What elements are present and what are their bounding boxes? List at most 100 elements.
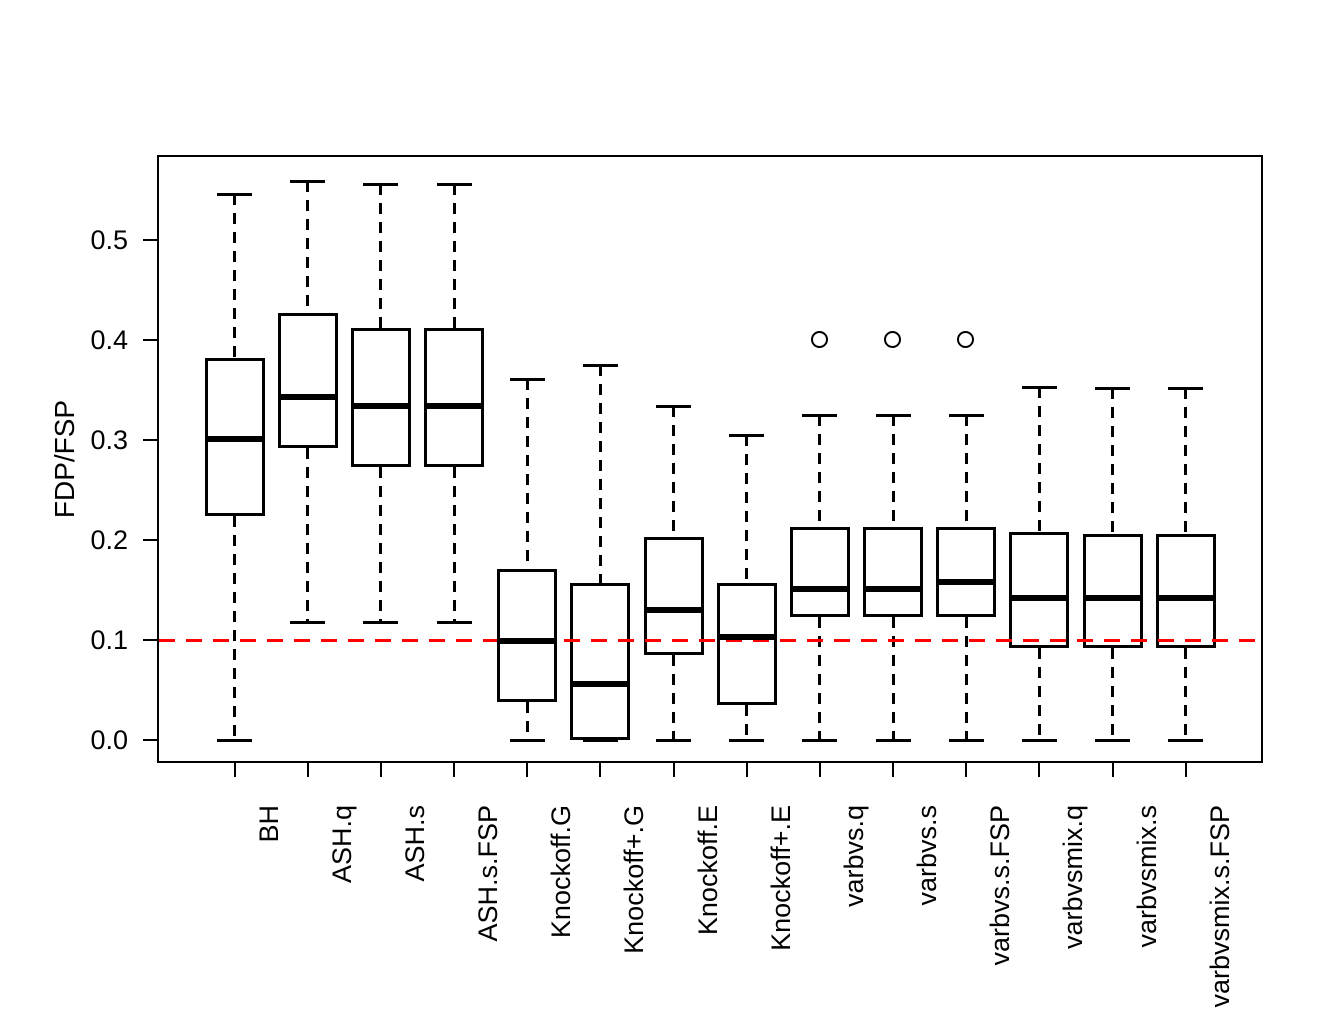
reference-line: [159, 638, 1261, 642]
x-category-label: varbvs.s.FSP: [985, 805, 1016, 966]
lower-whisker-cap: [217, 738, 252, 742]
x-category-label: varbvsmix.s.FSP: [1204, 805, 1235, 1008]
median-line: [1009, 595, 1070, 601]
y-tick-label: 0.2: [90, 525, 128, 555]
x-axis-tick: [379, 763, 382, 777]
lower-whisker-cap: [948, 738, 984, 742]
x-category-label: varbvs.q: [838, 805, 869, 908]
upper-whisker: [818, 415, 822, 527]
x-axis-tick: [599, 763, 602, 777]
upper-whisker: [1037, 387, 1041, 532]
upper-whisker-cap: [1095, 386, 1131, 390]
upper-whisker: [452, 184, 456, 328]
upper-whisker-cap: [1168, 386, 1204, 390]
upper-whisker-cap: [436, 182, 472, 186]
upper-whisker: [306, 181, 310, 313]
y-tick-label: 0.0: [90, 725, 128, 755]
plot-frame: [157, 155, 1263, 763]
upper-whisker: [1111, 388, 1115, 534]
x-category-label: Knockoff+.G: [619, 805, 650, 954]
median-line: [497, 638, 558, 644]
x-axis-tick: [306, 763, 309, 777]
x-category-label: Knockoff+.E: [765, 805, 796, 951]
x-axis-tick: [526, 763, 529, 777]
x-axis-tick: [1184, 763, 1187, 777]
upper-whisker-cap: [656, 404, 692, 408]
y-axis-tick: [143, 439, 157, 441]
upper-whisker-cap: [582, 363, 618, 367]
median-line: [716, 634, 777, 640]
y-tick-label: 0.4: [90, 325, 128, 355]
lower-whisker: [306, 448, 310, 622]
x-category-label: Knockoff.G: [546, 805, 577, 939]
box-varbvs.s: [863, 527, 924, 617]
median-line: [936, 579, 997, 585]
x-axis-tick: [818, 763, 821, 777]
x-category-label: varbvs.s: [912, 805, 943, 906]
x-category-label: varbvsmix.q: [1058, 805, 1089, 950]
lower-whisker-cap: [656, 738, 692, 742]
y-axis-tick: [143, 639, 157, 641]
x-axis-tick: [745, 763, 748, 777]
x-axis-tick: [1111, 763, 1114, 777]
median-line: [277, 394, 338, 400]
lower-whisker: [1037, 648, 1041, 740]
lower-whisker-cap: [436, 620, 472, 624]
upper-whisker: [1184, 388, 1188, 534]
box-Knockoff.G: [497, 569, 558, 702]
outlier-circle: [957, 331, 975, 348]
upper-whisker-cap: [802, 413, 838, 417]
median-line: [1082, 595, 1143, 601]
outlier-circle: [884, 331, 902, 348]
upper-whisker: [598, 365, 602, 583]
upper-whisker: [525, 379, 529, 569]
upper-whisker-cap: [875, 413, 911, 417]
lower-whisker: [818, 617, 822, 740]
y-axis-tick: [143, 739, 157, 741]
x-category-label: ASH.s: [399, 805, 430, 882]
x-category-label: ASH.q: [326, 805, 357, 884]
upper-whisker: [745, 435, 749, 583]
lower-whisker-cap: [1021, 738, 1057, 742]
y-tick-label: 0.5: [90, 225, 128, 255]
lower-whisker-cap: [363, 620, 399, 624]
upper-whisker-cap: [1021, 385, 1057, 389]
x-axis-tick: [1038, 763, 1041, 777]
box-Knockoff+.G: [570, 583, 631, 740]
lower-whisker-cap: [582, 738, 618, 742]
y-axis-tick: [143, 339, 157, 341]
y-tick-label: 0.3: [90, 425, 128, 455]
median-line: [204, 436, 265, 442]
box-varbvsmix.s.FSP: [1155, 534, 1216, 648]
lower-whisker-cap: [875, 738, 911, 742]
upper-whisker-cap: [290, 179, 326, 183]
median-line: [863, 586, 924, 592]
boxplot-figure: FDP/FSP 0.0 0.1 0.2 0.3 0.4 0.5 BH ASH.q ASH.s AS…: [49, 155, 1263, 1008]
lower-whisker: [1184, 648, 1188, 740]
box-varbvs.s.FSP: [936, 527, 997, 617]
x-axis-tick: [892, 763, 895, 777]
lower-whisker-cap: [509, 738, 545, 742]
upper-whisker: [233, 194, 236, 358]
lower-whisker-cap: [729, 738, 765, 742]
x-category-label: Knockoff.E: [692, 805, 723, 936]
lower-whisker: [379, 467, 383, 622]
box-ASH.s: [350, 328, 411, 467]
box-Knockoff+.E: [716, 583, 777, 705]
median-line: [1155, 595, 1216, 601]
box-varbvsmix.q: [1009, 532, 1070, 648]
lower-whisker: [745, 705, 749, 740]
y-axis-tick: [143, 539, 157, 541]
x-axis-tick: [965, 763, 968, 777]
lower-whisker: [452, 467, 456, 622]
x-axis-tick: [453, 763, 455, 777]
upper-whisker-cap: [948, 413, 984, 417]
upper-whisker: [891, 415, 895, 527]
median-line: [570, 681, 631, 687]
upper-whisker: [964, 415, 968, 527]
box-ASH.s.FSP: [424, 328, 484, 467]
lower-whisker: [672, 655, 676, 740]
upper-whisker: [379, 184, 383, 328]
lower-whisker: [525, 702, 529, 740]
outlier-circle: [810, 331, 828, 348]
